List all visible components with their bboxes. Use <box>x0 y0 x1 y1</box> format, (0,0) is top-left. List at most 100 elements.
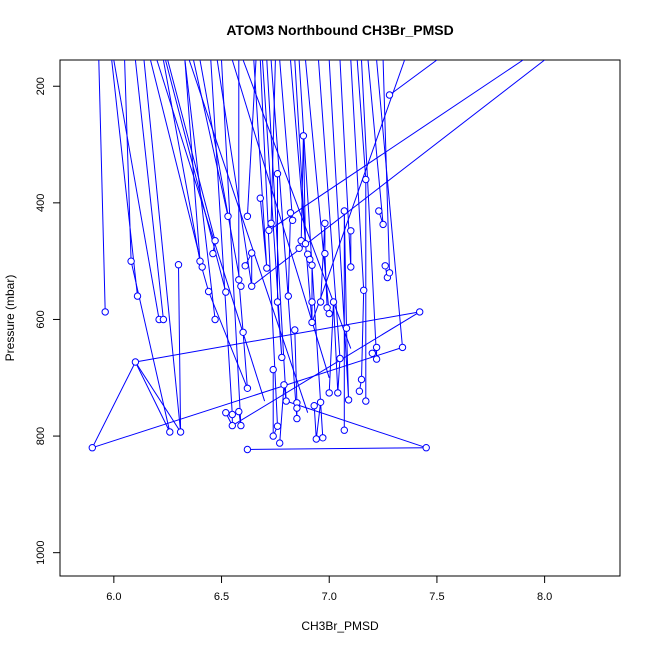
data-point <box>375 207 383 215</box>
data-point <box>372 355 381 363</box>
data-point <box>237 421 245 430</box>
profile-line <box>135 311 420 363</box>
data-point <box>368 349 376 357</box>
x-tick-label: 6.5 <box>214 591 229 603</box>
data-point <box>416 308 424 316</box>
data-point <box>329 298 338 306</box>
data-point <box>340 207 348 215</box>
data-point <box>381 262 389 270</box>
profile-line <box>113 60 160 320</box>
data-point <box>211 237 219 245</box>
data-point <box>319 434 327 442</box>
profile-line <box>184 60 216 320</box>
data-point <box>88 444 97 452</box>
profile-line <box>150 60 203 268</box>
data-point <box>127 257 135 265</box>
data-point <box>362 175 370 184</box>
data-point <box>379 220 387 229</box>
profile-line <box>165 60 227 293</box>
data-point <box>355 387 364 395</box>
data-point <box>159 315 168 324</box>
data-point <box>243 445 252 454</box>
data-point <box>372 343 381 352</box>
data-point <box>273 298 282 306</box>
y-tick-label: 400 <box>35 194 47 212</box>
profile-line <box>247 447 427 450</box>
data-point <box>222 288 230 296</box>
data-point <box>325 389 333 397</box>
data-point <box>263 264 271 272</box>
profile-line <box>199 60 242 287</box>
profile-line <box>193 60 229 217</box>
profile-line <box>361 60 378 360</box>
data-point <box>325 309 333 318</box>
profile-line <box>279 60 294 297</box>
data-point <box>211 315 219 324</box>
data-point <box>248 249 256 257</box>
profile-line <box>389 60 438 96</box>
data-point <box>362 397 370 405</box>
profile-line <box>251 60 545 287</box>
data-point <box>224 212 232 221</box>
data-point <box>278 353 286 362</box>
data-point <box>198 263 206 271</box>
profile-line <box>339 60 352 268</box>
x-tick-label: 6.0 <box>106 591 121 603</box>
data-point <box>293 404 301 412</box>
profile-line <box>268 60 524 231</box>
profile-line <box>259 60 279 437</box>
data-point <box>291 326 299 334</box>
data-point <box>334 389 342 397</box>
data-point <box>316 298 325 306</box>
data-point <box>276 439 284 447</box>
data-point <box>209 249 217 258</box>
data-point <box>267 219 275 228</box>
profile-line <box>350 60 365 392</box>
profile-line <box>266 60 287 444</box>
data-point <box>235 407 243 416</box>
y-axis: 200 400 600 800 1000 <box>35 77 61 565</box>
y-tick-label: 800 <box>35 427 47 445</box>
data-point <box>347 263 355 271</box>
data-point <box>357 375 366 384</box>
data-point <box>398 343 407 352</box>
data-point <box>321 249 329 258</box>
x-axis: 6.0 6.5 7.0 7.5 8.0 <box>106 575 552 603</box>
profile-line <box>184 60 201 262</box>
data-point <box>101 308 109 316</box>
x-tick-label: 7.5 <box>429 591 444 603</box>
data-point <box>239 328 247 336</box>
y-tick-label: 200 <box>35 77 47 95</box>
data-point <box>310 402 318 410</box>
y-axis-label: Pressure (mbar) <box>3 275 17 362</box>
data-points <box>88 91 430 454</box>
data-point <box>228 421 237 430</box>
data-point <box>265 226 273 235</box>
data-point <box>342 324 351 332</box>
data-point <box>269 365 277 374</box>
data-point <box>235 276 243 284</box>
data-point <box>288 216 297 225</box>
data-point <box>316 398 325 406</box>
data-point <box>385 269 394 277</box>
data-point <box>176 428 185 436</box>
data-point <box>286 209 295 217</box>
x-tick-label: 8.0 <box>537 591 552 603</box>
data-point <box>299 132 308 140</box>
y-tick-label: 600 <box>35 310 47 328</box>
profile-line <box>216 60 253 287</box>
profile-line <box>210 60 233 426</box>
profile-line <box>221 60 242 426</box>
data-point <box>248 282 256 290</box>
data-point <box>422 444 430 452</box>
data-point <box>284 292 292 300</box>
data-point <box>312 435 320 443</box>
data-point <box>237 282 245 290</box>
data-point <box>308 318 316 327</box>
data-point <box>204 287 213 296</box>
data-point <box>273 170 282 178</box>
data-point <box>308 261 316 269</box>
x-axis-label: CH3Br_PMSD <box>301 619 379 633</box>
profile-line <box>143 60 182 433</box>
